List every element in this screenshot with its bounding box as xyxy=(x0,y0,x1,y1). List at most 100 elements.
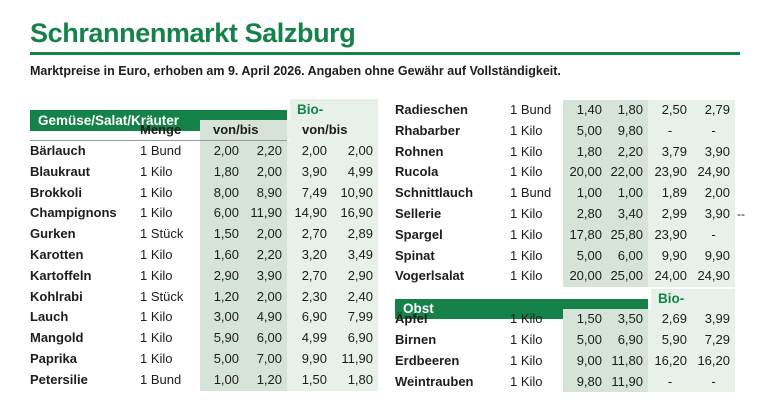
price-von: 2,00 xyxy=(200,141,244,162)
bio-price-von: 2,70 xyxy=(287,224,332,245)
table-row: Vogerlsalat 1 Kilo 20,00 25,00 24,00 24,… xyxy=(395,266,745,288)
bio-price-von: 2,50 xyxy=(648,100,692,121)
price-bis: 2,20 xyxy=(244,141,287,162)
bio-price-bis: 24,90 xyxy=(692,266,735,288)
product-name: Paprika xyxy=(30,350,77,366)
gemuese-right-rows: Radieschen 1 Bund 1,40 1,80 2,50 2,79 Rh… xyxy=(395,100,745,288)
price-von: 1,20 xyxy=(200,286,244,308)
bio-price-von: 9,90 xyxy=(287,348,332,370)
price-von: 5,00 xyxy=(563,245,607,267)
table-row: Radieschen 1 Bund 1,40 1,80 2,50 2,79 xyxy=(395,100,745,121)
product-name: Rohnen xyxy=(395,143,444,159)
amount: 1 Kilo xyxy=(510,164,543,180)
bio-price-bis: 2,40 xyxy=(332,286,378,308)
price-bis: 8,90 xyxy=(244,182,287,204)
product-name: Vogerlsalat xyxy=(395,268,465,284)
price-von: 5,90 xyxy=(200,328,244,349)
amount: 1 Kilo xyxy=(510,247,543,263)
bio-price-von: 2,70 xyxy=(287,265,332,287)
table-row: Mangold 1 Kilo 5,90 6,00 4,99 6,90 xyxy=(30,328,378,349)
bio-price-bis: 2,00 xyxy=(332,141,378,162)
table-row: Champignons 1 Kilo 6,00 11,90 14,90 16,9… xyxy=(30,203,378,225)
bio-price-bis: 3,49 xyxy=(332,244,378,266)
price-von: 1,40 xyxy=(563,100,607,121)
bio-price-von: 24,00 xyxy=(648,266,692,288)
price-von: 6,00 xyxy=(200,203,244,225)
product-name: Karotten xyxy=(30,246,84,262)
bio-price-von: - xyxy=(648,120,692,142)
bio-price-von: 3,20 xyxy=(287,244,332,266)
bio-price-bis: 3,90 xyxy=(692,203,735,225)
row-note: -- xyxy=(737,206,745,221)
product-name: Weintrauben xyxy=(395,373,474,389)
table-row: Bärlauch 1 Bund 2,00 2,20 2,00 2,00 xyxy=(30,141,378,162)
amount: 1 Kilo xyxy=(510,122,543,138)
amount: 1 Bund xyxy=(140,143,182,158)
table-row: Petersilie 1 Bund 1,00 1,20 1,50 1,80 xyxy=(30,369,378,391)
price-bis: 22,00 xyxy=(607,162,648,184)
amount: 1 Kilo xyxy=(140,184,173,200)
bio-price-von: 3,90 xyxy=(287,161,332,183)
table-row: Kohlrabi 1 Stück 1,20 2,00 2,30 2,40 xyxy=(30,286,378,308)
price-von: 1,80 xyxy=(563,141,607,163)
table-row: Schnittlauch 1 Bund 1,00 1,00 1,89 2,00 xyxy=(395,183,745,204)
table-row: Brokkoli 1 Kilo 8,00 8,90 7,49 10,90 xyxy=(30,182,378,204)
bio-price-von: - xyxy=(648,371,692,393)
product-name: Rucola xyxy=(395,164,439,180)
product-name: Äpfel xyxy=(395,311,428,327)
table-row: Birnen 1 Kilo 5,00 6,90 5,90 7,29 xyxy=(395,329,745,351)
product-name: Spinat xyxy=(395,247,435,263)
amount: 1 Kilo xyxy=(510,268,543,284)
bio-price-von: 16,20 xyxy=(648,350,692,372)
table-row: Rhabarber 1 Kilo 5,00 9,80 - - xyxy=(395,120,745,142)
amount: 1 Bund xyxy=(140,371,182,387)
table-row: Lauch 1 Kilo 3,00 4,90 6,90 7,99 xyxy=(30,307,378,329)
table-row: Sellerie 1 Kilo 2,80 3,40 2,99 3,90 -- xyxy=(395,203,745,225)
bio-price-von: 2,99 xyxy=(648,203,692,225)
price-von: 5,00 xyxy=(563,120,607,142)
price-bis: 6,00 xyxy=(244,328,287,349)
bio-price-bis: 4,99 xyxy=(332,161,378,183)
price-bis: 6,00 xyxy=(607,245,648,267)
price-bis: 1,80 xyxy=(607,100,648,121)
price-von: 17,80 xyxy=(563,224,607,246)
table-row: Äpfel 1 Kilo 1,50 3,50 2,69 3,99 xyxy=(395,309,745,330)
amount: 1 Bund xyxy=(510,185,552,201)
obst-rows: Äpfel 1 Kilo 1,50 3,50 2,69 3,99 Birnen … xyxy=(395,309,745,393)
amount: 1 Kilo xyxy=(510,373,543,389)
table-row: Gurken 1 Stück 1,50 2,00 2,70 2,89 xyxy=(30,224,378,245)
bio-price-bis: - xyxy=(692,120,735,142)
bio-price-bis: - xyxy=(692,371,735,393)
product-name: Erdbeeren xyxy=(395,352,460,368)
price-bis: 6,90 xyxy=(607,329,648,351)
amount: 1 Kilo xyxy=(510,311,543,327)
price-von: 1,00 xyxy=(200,369,244,391)
product-name: Sellerie xyxy=(395,205,442,221)
price-von: 1,00 xyxy=(563,183,607,204)
bio-price-bis: 3,99 xyxy=(692,309,735,330)
bio-price-bis: 7,29 xyxy=(692,329,735,351)
table-row: Karotten 1 Kilo 1,60 2,20 3,20 3,49 xyxy=(30,244,378,266)
table-gemuese-left: Gemüse/Salat/Kräuter Bio-Produkte Menge … xyxy=(30,99,378,391)
product-name: Lauch xyxy=(30,309,69,325)
price-von: 2,80 xyxy=(563,203,607,225)
table-row: Spinat 1 Kilo 5,00 6,00 9,90 9,90 xyxy=(395,245,745,267)
bio-price-bis: 3,90 xyxy=(692,141,735,163)
page-subtitle: Marktpreise in Euro, erhoben am 9. April… xyxy=(30,64,561,78)
price-bis: 2,00 xyxy=(244,286,287,308)
bio-price-bis: 2,79 xyxy=(692,100,735,121)
bio-price-bis: 6,90 xyxy=(332,328,378,349)
table-row: Spargel 1 Kilo 17,80 25,80 23,90 - xyxy=(395,224,745,246)
product-name: Bärlauch xyxy=(30,143,86,158)
amount: 1 Stück xyxy=(140,288,184,304)
price-bis: 11,80 xyxy=(607,350,648,372)
table-row: Rucola 1 Kilo 20,00 22,00 23,90 24,90 xyxy=(395,162,745,184)
bio-price-bis: 24,90 xyxy=(692,162,735,184)
price-von: 5,00 xyxy=(200,348,244,370)
price-von: 1,80 xyxy=(200,161,244,183)
amount: 1 Stück xyxy=(140,226,184,242)
amount: 1 Kilo xyxy=(140,330,173,346)
page-title: Schrannenmarkt Salzburg xyxy=(30,18,356,48)
amount: 1 Kilo xyxy=(140,350,173,366)
table-row: Erdbeeren 1 Kilo 9,00 11,80 16,20 16,20 xyxy=(395,350,745,372)
